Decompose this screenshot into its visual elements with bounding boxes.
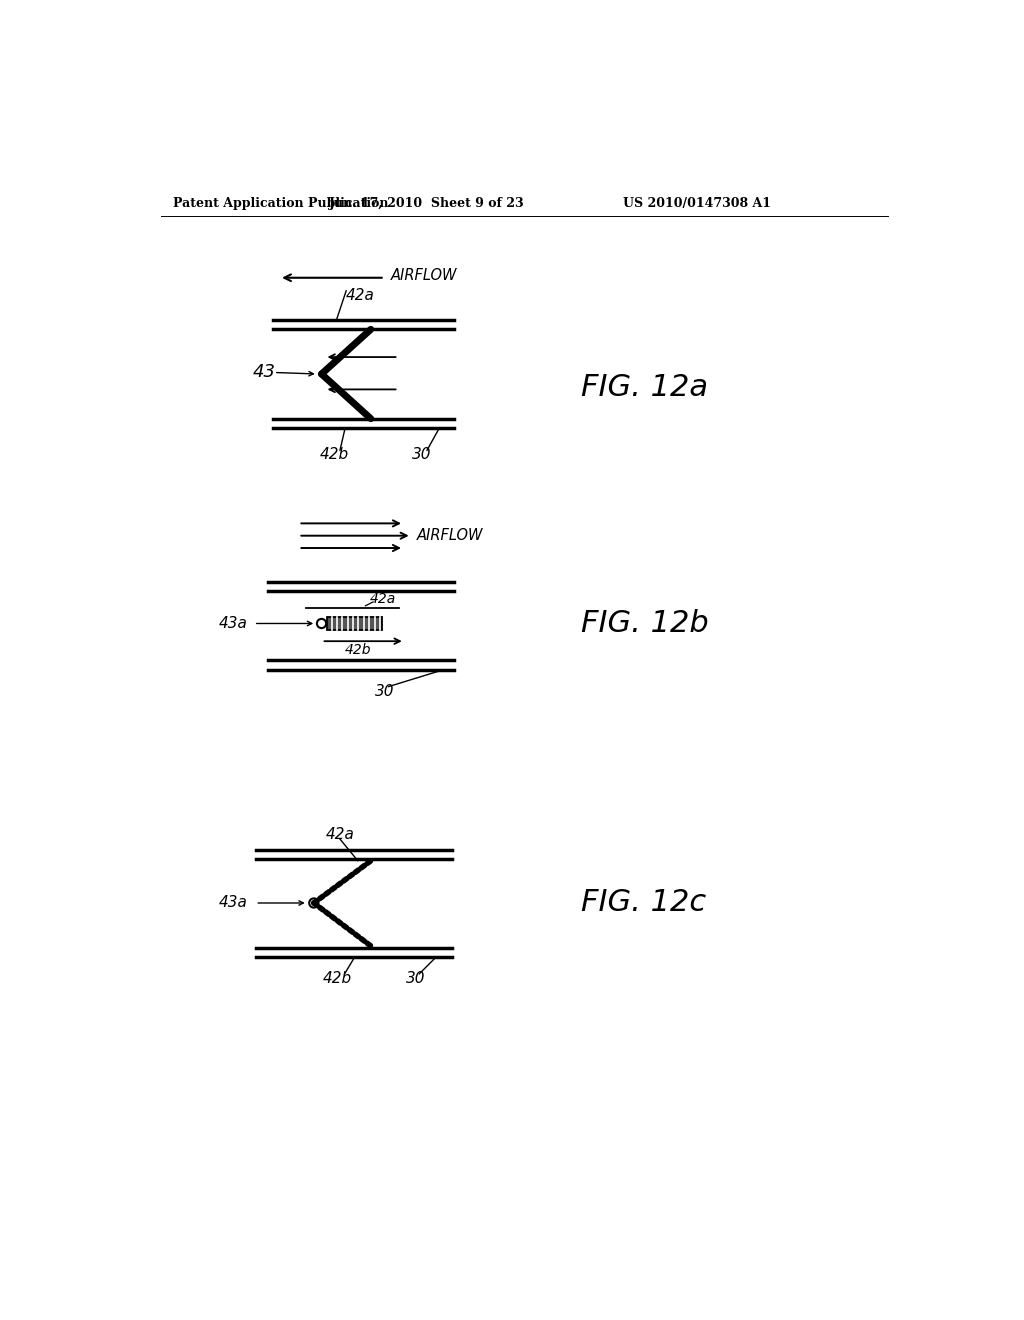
Text: 43a: 43a bbox=[219, 616, 248, 631]
Text: 30: 30 bbox=[375, 684, 394, 698]
Text: 42b: 42b bbox=[321, 447, 349, 462]
Text: AIRFLOW: AIRFLOW bbox=[417, 528, 483, 544]
Text: 42a: 42a bbox=[346, 288, 375, 304]
Text: 30: 30 bbox=[412, 447, 431, 462]
Text: 43: 43 bbox=[252, 363, 275, 381]
Text: 43a: 43a bbox=[219, 895, 248, 911]
Text: FIG. 12c: FIG. 12c bbox=[581, 888, 707, 917]
Text: Patent Application Publication: Patent Application Publication bbox=[173, 197, 388, 210]
Text: 42a: 42a bbox=[370, 591, 395, 606]
Text: 42b: 42b bbox=[323, 972, 351, 986]
Text: FIG. 12a: FIG. 12a bbox=[581, 374, 709, 403]
Text: US 2010/0147308 A1: US 2010/0147308 A1 bbox=[624, 197, 771, 210]
Text: 30: 30 bbox=[406, 972, 425, 986]
Text: FIG. 12b: FIG. 12b bbox=[581, 609, 709, 638]
Text: Jun. 17, 2010  Sheet 9 of 23: Jun. 17, 2010 Sheet 9 of 23 bbox=[329, 197, 525, 210]
Text: AIRFLOW: AIRFLOW bbox=[391, 268, 458, 282]
Text: 42a: 42a bbox=[326, 826, 354, 842]
Text: 42b: 42b bbox=[345, 643, 372, 657]
Bar bbox=[327, 618, 382, 630]
